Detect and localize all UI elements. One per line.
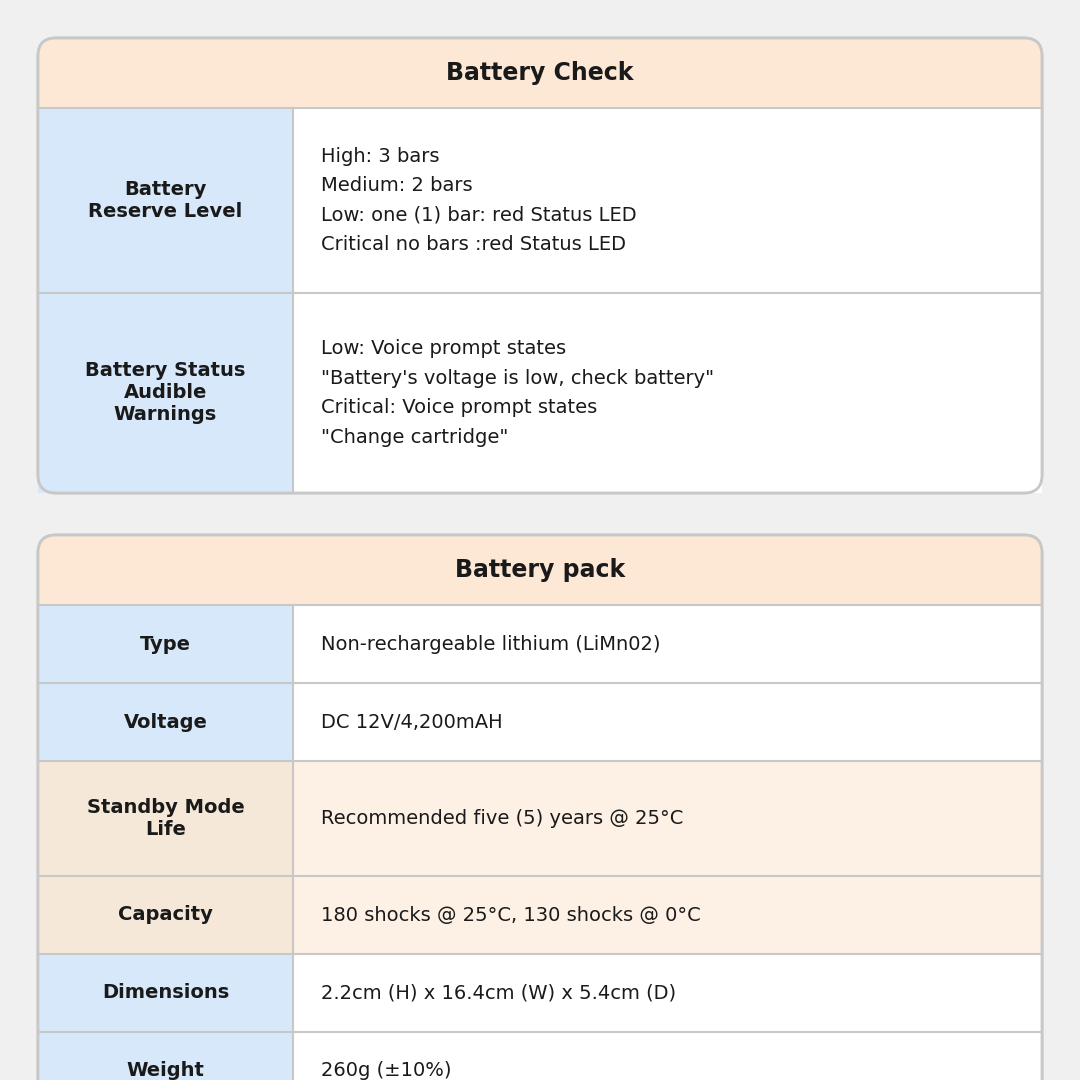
Bar <box>293 876 1042 954</box>
Bar <box>38 683 293 761</box>
Text: Battery pack: Battery pack <box>455 558 625 582</box>
FancyBboxPatch shape <box>38 535 1042 1080</box>
Bar <box>293 108 1042 293</box>
Text: Weight: Weight <box>126 1062 204 1080</box>
Text: Recommended five (5) years @ 25°C: Recommended five (5) years @ 25°C <box>321 809 684 828</box>
Text: High: 3 bars
Medium: 2 bars
Low: one (1) bar: red Status LED
Critical no bars :r: High: 3 bars Medium: 2 bars Low: one (1)… <box>321 147 636 254</box>
Bar <box>38 954 293 1032</box>
FancyBboxPatch shape <box>38 38 1042 108</box>
Bar <box>38 570 1042 605</box>
Bar <box>38 293 293 492</box>
Bar <box>38 605 293 683</box>
FancyBboxPatch shape <box>38 38 1042 492</box>
Bar <box>293 761 1042 876</box>
Text: Battery Status
Audible
Warnings: Battery Status Audible Warnings <box>85 362 245 424</box>
Text: 260g (±10%): 260g (±10%) <box>321 1062 451 1080</box>
Text: Type: Type <box>140 634 191 653</box>
Bar <box>38 761 293 876</box>
Bar <box>293 683 1042 761</box>
Text: Dimensions: Dimensions <box>102 984 229 1002</box>
Bar <box>293 1032 1042 1080</box>
Bar <box>293 293 1042 492</box>
Text: Voltage: Voltage <box>123 713 207 731</box>
Bar <box>293 954 1042 1032</box>
Bar <box>38 1032 293 1080</box>
Text: 2.2cm (H) x 16.4cm (W) x 5.4cm (D): 2.2cm (H) x 16.4cm (W) x 5.4cm (D) <box>321 984 676 1002</box>
Bar <box>293 605 1042 683</box>
Text: Capacity: Capacity <box>118 905 213 924</box>
Text: DC 12V/4,200mAH: DC 12V/4,200mAH <box>321 713 502 731</box>
Bar <box>38 876 293 954</box>
Bar <box>38 108 293 293</box>
Text: Non-rechargeable lithium (LiMn02): Non-rechargeable lithium (LiMn02) <box>321 634 661 653</box>
Text: 180 shocks @ 25°C, 130 shocks @ 0°C: 180 shocks @ 25°C, 130 shocks @ 0°C <box>321 905 701 924</box>
Text: Battery Check: Battery Check <box>446 60 634 85</box>
FancyBboxPatch shape <box>38 535 1042 605</box>
Text: Battery
Reserve Level: Battery Reserve Level <box>89 180 243 221</box>
Text: Low: Voice prompt states
"Battery's voltage is low, check battery"
Critical: Voi: Low: Voice prompt states "Battery's volt… <box>321 339 714 447</box>
Text: Standby Mode
Life: Standby Mode Life <box>86 798 244 839</box>
Bar <box>38 73 1042 108</box>
